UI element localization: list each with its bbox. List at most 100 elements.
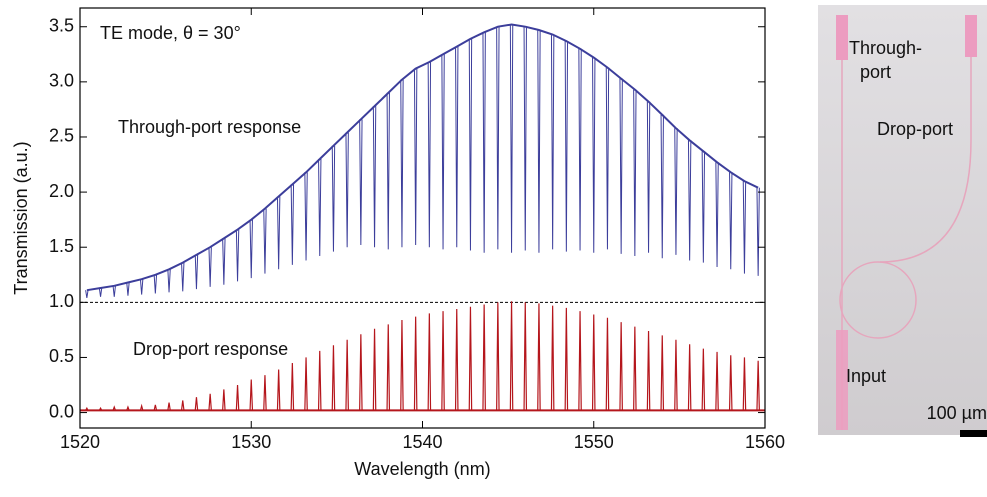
drop-peak: [180, 400, 185, 411]
through-dip: [756, 187, 760, 276]
ring: [839, 261, 917, 339]
drop-peak: [263, 375, 267, 411]
through-dip: [153, 274, 158, 294]
x-tick-label: 1530: [231, 432, 271, 452]
through-dip: [441, 54, 445, 250]
drop-peak: [509, 301, 514, 411]
through-dip: [372, 106, 377, 248]
drop-peak: [194, 397, 199, 411]
drop-peak: [701, 348, 706, 411]
through-port-label: port: [860, 62, 891, 82]
drop-peak: [619, 322, 623, 411]
y-tick-label: 1.0: [49, 291, 74, 311]
drop-peak: [674, 339, 678, 411]
series-label: Drop-port response: [133, 339, 288, 359]
y-tick-label: 0.0: [49, 401, 74, 421]
through-dip: [619, 78, 623, 254]
drop-peak: [304, 357, 308, 411]
drop-waveguide: [879, 15, 972, 263]
through-dip: [167, 269, 171, 293]
drop-peak: [139, 403, 144, 411]
drop-peak: [715, 351, 719, 411]
drop-peak: [482, 304, 486, 411]
annotation: TE mode, θ = 30°: [100, 23, 241, 43]
through-dip: [455, 46, 459, 248]
drop-peak: [222, 389, 226, 411]
through-dip: [715, 162, 719, 268]
drop-peak: [372, 328, 377, 411]
taper: [965, 15, 977, 57]
through-dip: [550, 34, 555, 250]
x-tick-label: 1550: [574, 432, 614, 452]
through-dip: [509, 24, 514, 253]
through-dip: [126, 282, 130, 296]
through-dip: [400, 79, 404, 248]
through-dip: [112, 285, 116, 297]
drop-peak: [660, 335, 665, 411]
drop-peak: [235, 384, 240, 411]
through-dip: [386, 92, 390, 250]
y-axis-label: Transmission (a.u.): [11, 141, 31, 294]
through-dip: [194, 254, 199, 290]
through-dip: [427, 62, 432, 248]
through-dip: [263, 208, 267, 274]
drop-peak: [98, 406, 103, 411]
through-dip: [249, 219, 253, 279]
drop-peak: [85, 406, 89, 411]
taper: [836, 330, 848, 430]
through-dip: [331, 145, 336, 252]
drop-peak: [359, 334, 363, 411]
x-tick-label: 1560: [745, 432, 785, 452]
through-dip: [413, 68, 418, 246]
y-tick-label: 2.0: [49, 181, 74, 201]
through-dip: [222, 238, 226, 285]
drop-peak: [578, 311, 582, 411]
through-dip: [729, 172, 733, 270]
series-label: Through-port response: [118, 117, 301, 137]
drop-peak: [742, 357, 747, 411]
drop-peak: [427, 313, 432, 411]
through-dip: [701, 151, 706, 263]
drop-peak: [537, 303, 541, 411]
drop-peak: [112, 405, 117, 411]
x-axis-label: Wavelength (nm): [354, 459, 490, 479]
through-dip: [468, 38, 473, 251]
through-dip: [304, 172, 308, 261]
through-dip: [633, 89, 637, 257]
drop-peak: [153, 404, 158, 411]
through-port-label: Through-: [849, 38, 922, 58]
through-dip: [578, 48, 582, 251]
drop-peak: [167, 402, 171, 411]
through-dip: [646, 101, 651, 253]
drop-peak: [687, 344, 692, 411]
through-dip: [523, 26, 527, 251]
y-tick-label: 3.5: [49, 15, 74, 35]
micrograph: Through- port Drop-port Input 100 µm: [818, 5, 987, 437]
through-dip: [181, 262, 185, 292]
drop-peak: [386, 324, 391, 411]
through-dip: [482, 32, 486, 253]
through-dip: [564, 41, 569, 252]
through-dip: [687, 140, 692, 261]
drop-peak: [591, 314, 596, 411]
drop-peak: [290, 362, 295, 411]
through-dip: [85, 290, 89, 298]
through-dip: [537, 30, 541, 253]
drop-peak: [756, 360, 760, 411]
drop-peak: [345, 339, 349, 411]
drop-peak: [441, 311, 445, 411]
through-dip: [290, 184, 295, 265]
drop-peak: [633, 326, 637, 411]
taper: [836, 15, 848, 60]
drop-peak: [317, 350, 322, 411]
y-tick-label: 0.5: [49, 346, 74, 366]
through-dip: [139, 279, 144, 295]
drop-peak: [454, 308, 459, 411]
drop-peak: [468, 306, 473, 411]
through-dip: [276, 196, 281, 270]
drop-peak: [550, 305, 555, 411]
through-dip: [605, 67, 610, 250]
through-dip: [98, 287, 103, 297]
